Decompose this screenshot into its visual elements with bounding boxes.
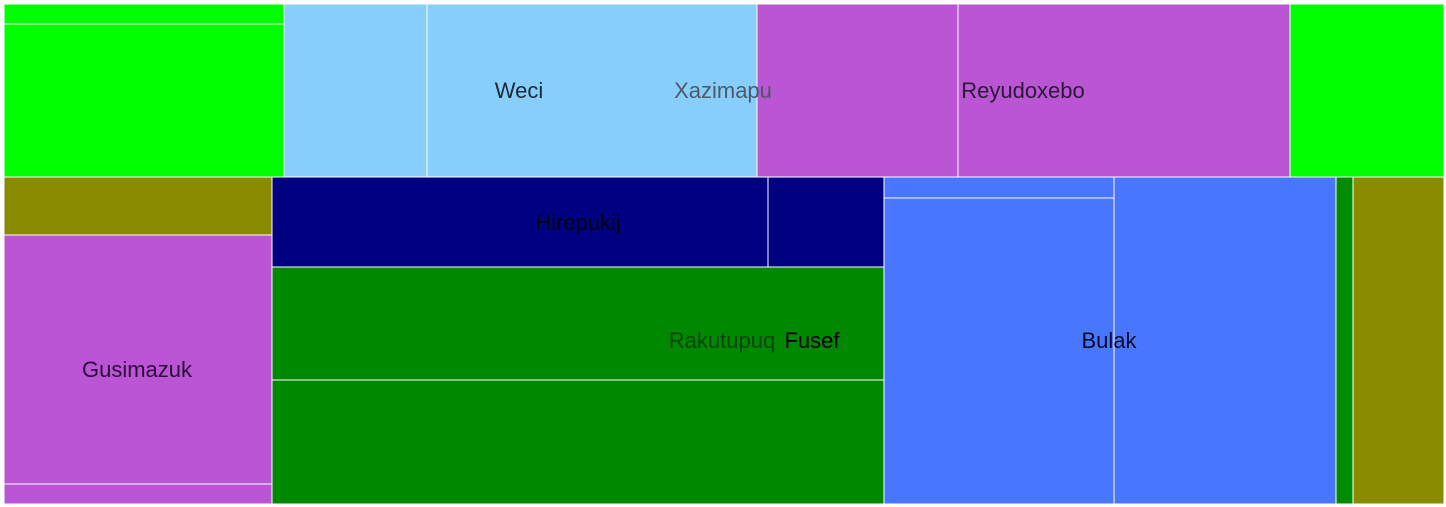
treemap-cell (426, 3, 758, 178)
treemap-label: Xazimapu (674, 78, 772, 103)
treemap-cell (3, 176, 273, 236)
treemap-label: Weci (495, 78, 544, 103)
treemap-cell (3, 23, 285, 178)
treemap-cell (767, 176, 885, 268)
treemap-cell (3, 234, 273, 485)
treemap-cell (3, 3, 285, 25)
treemap-cell (283, 3, 428, 178)
treemap-cell (1335, 176, 1354, 505)
treemap-cell (756, 3, 959, 178)
treemap-cell (1113, 176, 1337, 505)
treemap-cell (883, 197, 1115, 505)
treemap-label: Reyudoxebo (961, 78, 1085, 103)
treemap-cell (271, 266, 885, 381)
treemap-cell (1352, 176, 1445, 505)
treemap-cell (883, 176, 1115, 199)
treemap-cell (957, 3, 1291, 178)
treemap-label: Bulak (1081, 328, 1137, 353)
treemap-label: Fusef (784, 328, 840, 353)
treemap-cell (271, 379, 885, 505)
treemap-cell (271, 176, 769, 268)
treemap-cell (3, 483, 273, 505)
treemap-cell (1289, 3, 1445, 178)
treemap-label: Rakutupuq (669, 328, 775, 353)
treemap-label: Gusimazuk (82, 357, 193, 382)
treemap-label: Hirepukij (535, 210, 621, 235)
